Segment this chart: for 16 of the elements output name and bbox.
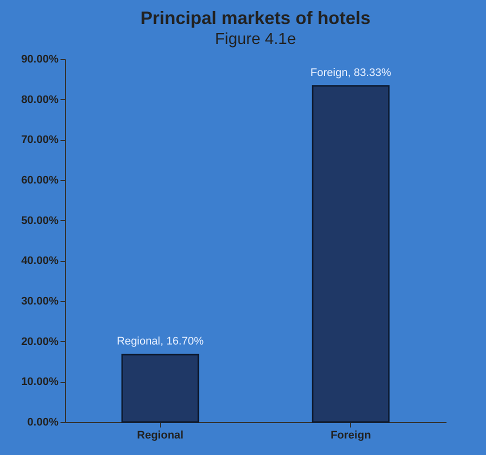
data-label: Regional, 16.70% [116,336,204,348]
y-tick-label: 70.00% [21,134,59,146]
y-tick-label: 40.00% [21,255,59,268]
y-tick-label: 80.00% [21,94,59,106]
x-tick-label: Foreign [330,430,372,442]
chart-title: Principal markets of hotels [140,8,371,28]
y-tick-label: 10.00% [21,376,59,388]
y-tick-label: 20.00% [21,336,59,348]
data-label: Foreign, 83.33% [310,66,392,79]
y-tick-label: 60.00% [21,174,59,186]
y-tick-label: 30.00% [21,296,59,308]
y-tick-label: 50.00% [21,214,59,227]
chart-subtitle: Figure 4.1e [215,31,296,48]
x-tick-label: Regional [137,430,184,442]
y-tick-label: 90.00% [21,54,59,66]
y-tick-label: 0.00% [27,416,59,428]
